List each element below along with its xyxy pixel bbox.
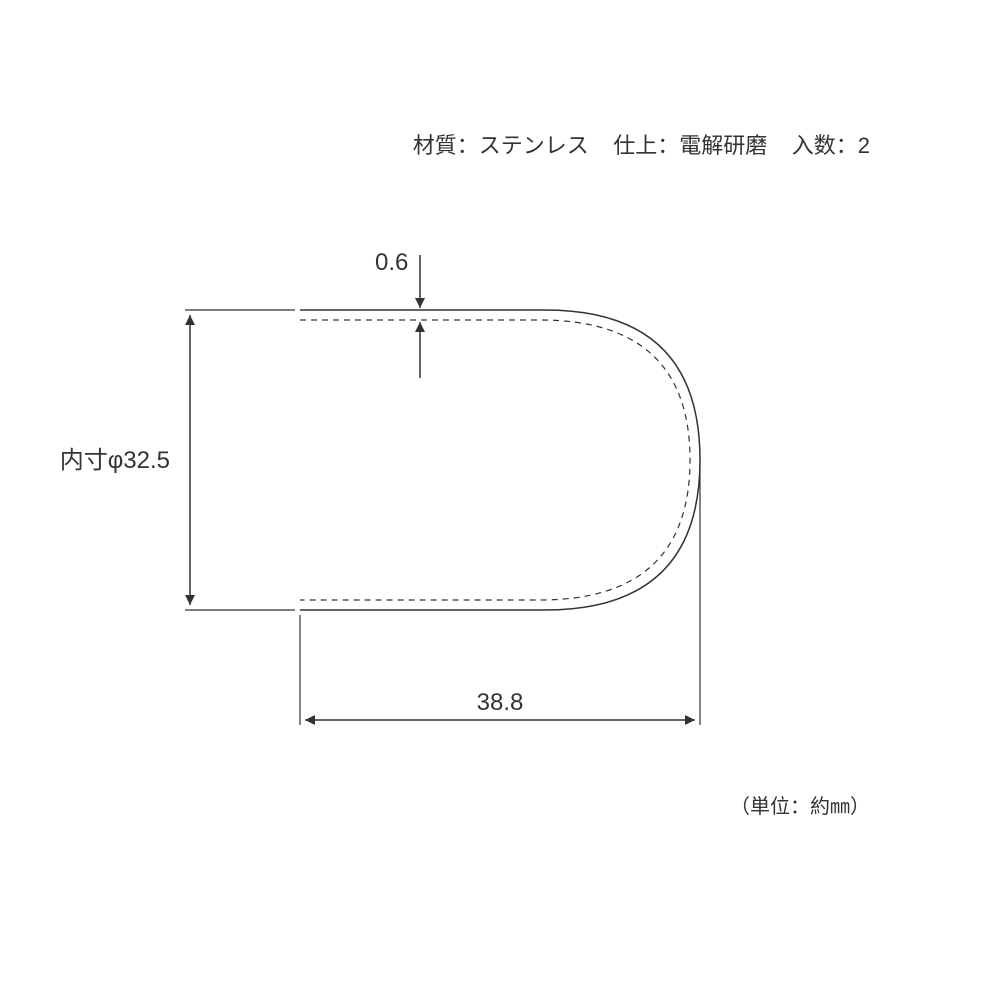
inner-dia-label: 内寸φ32.5 xyxy=(60,447,170,474)
inner-dia-prefix: 内寸φ xyxy=(60,447,124,474)
drawing-svg: 0.6 内寸φ32.5 38.8 xyxy=(0,0,1000,1000)
cap-outline-outer xyxy=(300,310,700,610)
thickness-label: 0.6 xyxy=(375,249,408,276)
inner-dia-value: 32.5 xyxy=(123,447,170,474)
cap-outline-inner xyxy=(300,320,690,600)
length-label: 38.8 xyxy=(477,689,524,716)
diagram-canvas: 材質：ステンレス 仕上：電解研磨 入数：2 （単位：約㎜） 0.6 xyxy=(0,0,1000,1000)
